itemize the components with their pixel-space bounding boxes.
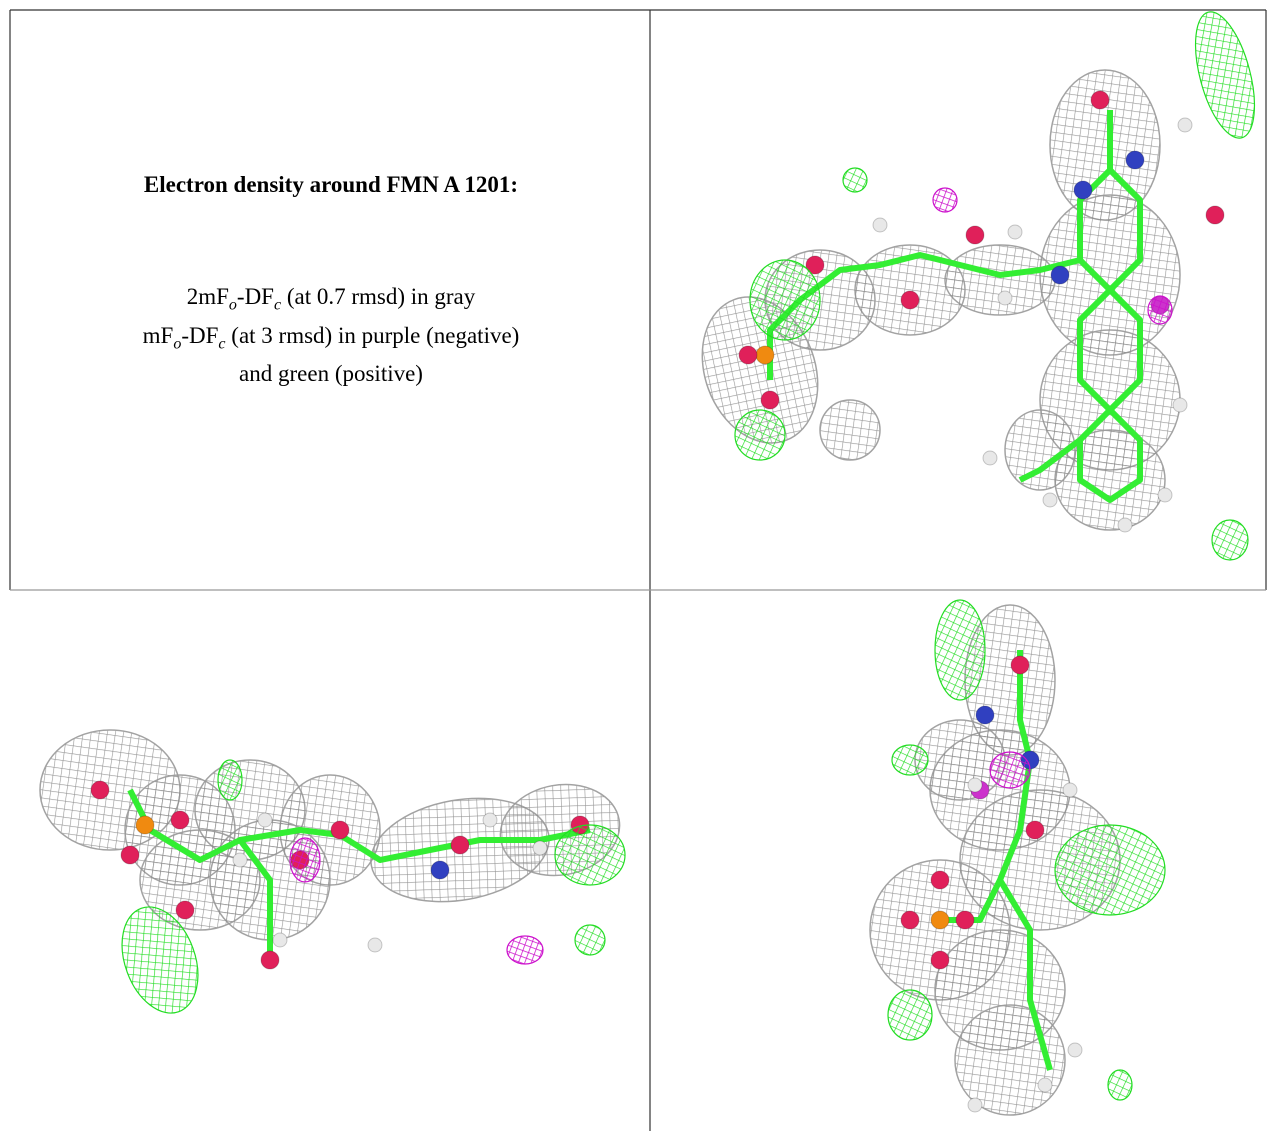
atom	[982, 450, 998, 466]
atom	[1062, 782, 1078, 798]
atom	[900, 910, 920, 930]
difference-mesh	[506, 935, 544, 965]
atom	[900, 290, 920, 310]
text: mF	[142, 322, 174, 348]
difference-mesh	[1211, 519, 1249, 561]
difference-mesh	[932, 187, 958, 213]
table-borders	[9, 9, 1267, 1131]
difference-mesh	[842, 167, 868, 193]
atom	[755, 345, 775, 365]
atom	[1157, 487, 1173, 503]
atom	[272, 932, 288, 948]
difference-mesh	[887, 989, 933, 1041]
atom	[482, 812, 498, 828]
bond-sticks	[997, 878, 1053, 1071]
text: (at 3 rmsd) in purple (negative)	[225, 322, 520, 348]
difference-mesh	[1194, 11, 1256, 139]
caption-legend: 2mFo-DFc (at 0.7 rmsd) in gray mFo-DFc (a…	[12, 282, 650, 389]
atom	[1067, 1042, 1083, 1058]
atom	[367, 937, 383, 953]
atom	[430, 860, 450, 880]
density-mesh	[819, 399, 881, 461]
atom	[532, 840, 548, 856]
difference-mesh	[1107, 1069, 1133, 1101]
subscript: o	[173, 335, 182, 353]
difference-mesh	[554, 824, 626, 886]
difference-mesh	[734, 409, 786, 461]
bond-sticks	[1018, 437, 1082, 483]
atom	[1172, 397, 1188, 413]
atom	[967, 777, 983, 793]
bond-sticks	[1077, 110, 1143, 293]
text: -DF	[181, 322, 219, 348]
atom	[738, 345, 758, 365]
atom	[1010, 655, 1030, 675]
atom	[997, 290, 1013, 306]
density-mesh	[1004, 409, 1076, 491]
atom	[1037, 1077, 1053, 1093]
bond-sticks	[940, 650, 1033, 923]
atom	[1042, 492, 1058, 508]
difference-mesh	[574, 924, 606, 956]
legend-line: 2mFo-DFc (at 0.7 rmsd) in gray	[12, 282, 650, 321]
atom	[1177, 117, 1193, 133]
difference-mesh	[289, 837, 321, 883]
atom	[930, 870, 950, 890]
difference-mesh	[217, 759, 243, 801]
difference-mesh	[1147, 295, 1173, 325]
atom	[120, 845, 140, 865]
difference-mesh	[891, 744, 929, 776]
atom	[90, 780, 110, 800]
atom	[1025, 820, 1045, 840]
atom	[135, 815, 155, 835]
atom	[175, 900, 195, 920]
text: and green (positive)	[239, 361, 423, 387]
atom	[1007, 224, 1023, 240]
subscript: c	[218, 335, 226, 353]
atom	[760, 390, 780, 410]
atom	[930, 910, 950, 930]
atom	[975, 705, 995, 725]
difference-mesh	[1054, 824, 1166, 916]
atom	[170, 810, 190, 830]
difference-mesh	[121, 906, 199, 1014]
legend-line: mFo-DFc (at 3 rmsd) in purple (negative)	[12, 321, 650, 360]
density-mesh	[139, 829, 261, 931]
atom	[955, 910, 975, 930]
density-images	[39, 11, 1256, 1116]
atom	[1050, 265, 1070, 285]
atom	[1090, 90, 1110, 110]
text: 2mF	[186, 284, 229, 309]
atom	[967, 1097, 983, 1113]
subscript: o	[228, 296, 237, 314]
atom	[330, 820, 350, 840]
difference-mesh	[989, 751, 1031, 789]
atom	[232, 852, 248, 868]
atom	[1205, 205, 1225, 225]
bond-sticks	[237, 838, 273, 960]
subscript: c	[273, 296, 282, 314]
atom	[930, 950, 950, 970]
caption-title: Electron density around FMN A 1201:	[143, 172, 519, 197]
atom	[450, 835, 470, 855]
atom	[1125, 150, 1145, 170]
difference-mesh	[934, 599, 986, 701]
text: -DF	[236, 284, 274, 309]
atom	[872, 217, 888, 233]
difference-mesh	[749, 259, 821, 341]
atom	[257, 812, 273, 828]
legend-line: and green (positive)	[12, 359, 650, 389]
atom	[1073, 180, 1093, 200]
atom	[260, 950, 280, 970]
atom	[965, 225, 985, 245]
atom	[805, 255, 825, 275]
atom	[1117, 517, 1133, 533]
text: (at 0.7 rmsd) in gray	[281, 284, 476, 309]
